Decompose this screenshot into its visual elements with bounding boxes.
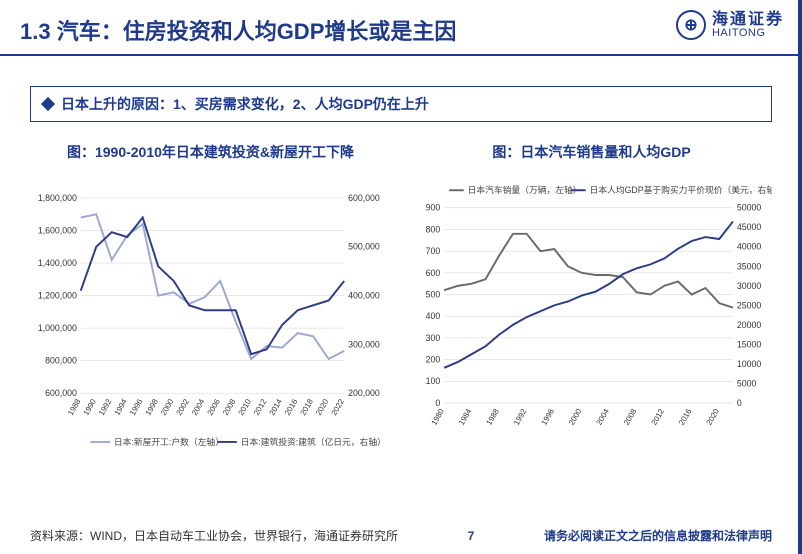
svg-text:日本汽车销量（万辆，左轴）: 日本汽车销量（万辆，左轴）	[468, 184, 582, 195]
svg-text:600: 600	[426, 268, 441, 278]
logo-cn: 海通证券	[712, 12, 784, 28]
svg-text:900: 900	[426, 203, 441, 213]
page-number: 7	[468, 529, 475, 543]
svg-text:50000: 50000	[737, 203, 762, 213]
svg-text:200: 200	[426, 354, 441, 364]
subtitle-box: 日本上升的原因：1、买房需求变化，2、人均GDP仍在上升	[30, 86, 772, 122]
disclaimer: 请务必阅读正文之后的信息披露和法律声明	[544, 527, 772, 544]
svg-text:35000: 35000	[737, 261, 762, 271]
svg-text:15000: 15000	[737, 339, 762, 349]
svg-text:2012: 2012	[649, 407, 665, 427]
svg-text:300: 300	[426, 333, 441, 343]
svg-text:40000: 40000	[737, 242, 762, 252]
svg-text:0: 0	[435, 398, 440, 408]
svg-text:2016: 2016	[283, 397, 299, 417]
chart2-panel: 图：日本汽车销售量和人均GDP 日本汽车销量（万辆，左轴） 日本人均GDP基于购买…	[411, 142, 772, 475]
logo-en: HAITONG	[712, 28, 784, 39]
svg-text:2022: 2022	[329, 397, 345, 417]
svg-text:1,600,000: 1,600,000	[38, 225, 77, 235]
logo-icon: ⊕	[676, 10, 706, 40]
svg-text:1,800,000: 1,800,000	[38, 193, 77, 203]
svg-text:1992: 1992	[97, 397, 113, 417]
svg-text:25000: 25000	[737, 300, 762, 310]
svg-text:2020: 2020	[314, 397, 331, 417]
svg-text:1994: 1994	[112, 397, 129, 417]
svg-text:1988: 1988	[66, 397, 82, 417]
svg-text:2000: 2000	[567, 407, 584, 427]
logo: ⊕ 海通证券 HAITONG	[676, 10, 784, 40]
svg-text:2000: 2000	[159, 397, 176, 417]
chart2-title: 图：日本汽车销售量和人均GDP	[411, 142, 772, 162]
chart1-title: 图：1990-2010年日本建筑投资&新屋开工下降	[30, 142, 391, 162]
svg-text:400: 400	[426, 311, 441, 321]
svg-text:700: 700	[426, 246, 441, 256]
chart1-svg: 日本:新屋开工:户数（左轴） 日本:建筑投资:建筑（亿日元，右轴） 600,000 8…	[30, 170, 391, 470]
svg-text:2016: 2016	[677, 407, 693, 427]
diamond-icon	[41, 97, 55, 111]
svg-text:500: 500	[426, 289, 441, 299]
svg-text:2008: 2008	[221, 397, 237, 417]
svg-text:2008: 2008	[622, 407, 638, 427]
svg-text:日本人均GDP基于购买力平价现价（美元，右轴）: 日本人均GDP基于购买力平价现价（美元，右轴）	[590, 184, 772, 195]
svg-text:1992: 1992	[512, 407, 528, 427]
svg-text:2020: 2020	[704, 407, 721, 427]
svg-text:2004: 2004	[190, 397, 207, 417]
svg-text:2004: 2004	[594, 407, 611, 427]
chart2-svg: 日本汽车销量（万辆，左轴） 日本人均GDP基于购买力平价现价（美元，右轴） 0 100…	[411, 170, 772, 470]
svg-text:1988: 1988	[484, 407, 500, 427]
svg-text:2010: 2010	[236, 397, 253, 417]
svg-text:800: 800	[426, 224, 441, 234]
svg-text:5000: 5000	[737, 378, 757, 388]
subtitle: 日本上升的原因：1、买房需求变化，2、人均GDP仍在上升	[61, 94, 429, 114]
svg-text:日本:建筑投资:建筑（亿日元，右轴）: 日本:建筑投资:建筑（亿日元，右轴）	[241, 436, 386, 447]
svg-text:2012: 2012	[252, 397, 268, 417]
charts-row: 图：1990-2010年日本建筑投资&新屋开工下降 日本:新屋开工:户数（左轴）…	[0, 142, 802, 475]
svg-text:0: 0	[737, 398, 742, 408]
right-border	[798, 0, 802, 554]
source-text: 资料来源：WIND，日本自动车工业协会，世界银行，海通证券研究所	[30, 527, 398, 544]
chart1-panel: 图：1990-2010年日本建筑投资&新屋开工下降 日本:新屋开工:户数（左轴）…	[30, 142, 391, 475]
svg-text:1996: 1996	[128, 397, 144, 417]
svg-text:1990: 1990	[81, 397, 98, 417]
footer: 资料来源：WIND，日本自动车工业协会，世界银行，海通证券研究所 7 请务必阅读…	[0, 527, 802, 544]
svg-text:1998: 1998	[143, 397, 159, 417]
svg-text:800,000: 800,000	[45, 356, 77, 366]
svg-text:日本:新屋开工:户数（左轴）: 日本:新屋开工:户数（左轴）	[114, 436, 224, 447]
svg-text:10000: 10000	[737, 359, 762, 369]
svg-text:1,200,000: 1,200,000	[38, 291, 77, 301]
svg-text:100: 100	[426, 376, 441, 386]
svg-text:600,000: 600,000	[45, 388, 77, 398]
svg-text:2014: 2014	[267, 397, 284, 417]
svg-text:300,000: 300,000	[348, 339, 380, 349]
svg-text:45000: 45000	[737, 222, 762, 232]
svg-text:1980: 1980	[429, 407, 446, 427]
header: 1.3 汽车：住房投资和人均GDP增长或是主因 ⊕ 海通证券 HAITONG	[0, 0, 802, 56]
svg-text:2018: 2018	[298, 397, 314, 417]
svg-text:2006: 2006	[205, 397, 221, 417]
svg-text:30000: 30000	[737, 281, 762, 291]
page-title: 1.3 汽车：住房投资和人均GDP增长或是主因	[20, 14, 456, 46]
svg-text:400,000: 400,000	[348, 291, 380, 301]
svg-text:1996: 1996	[539, 407, 555, 427]
svg-text:500,000: 500,000	[348, 242, 380, 252]
svg-text:600,000: 600,000	[348, 193, 380, 203]
svg-text:1984: 1984	[457, 407, 474, 427]
svg-text:200,000: 200,000	[348, 388, 380, 398]
svg-text:1,000,000: 1,000,000	[38, 323, 77, 333]
svg-text:1,400,000: 1,400,000	[38, 258, 77, 268]
svg-text:2002: 2002	[174, 397, 190, 417]
svg-text:20000: 20000	[737, 320, 762, 330]
